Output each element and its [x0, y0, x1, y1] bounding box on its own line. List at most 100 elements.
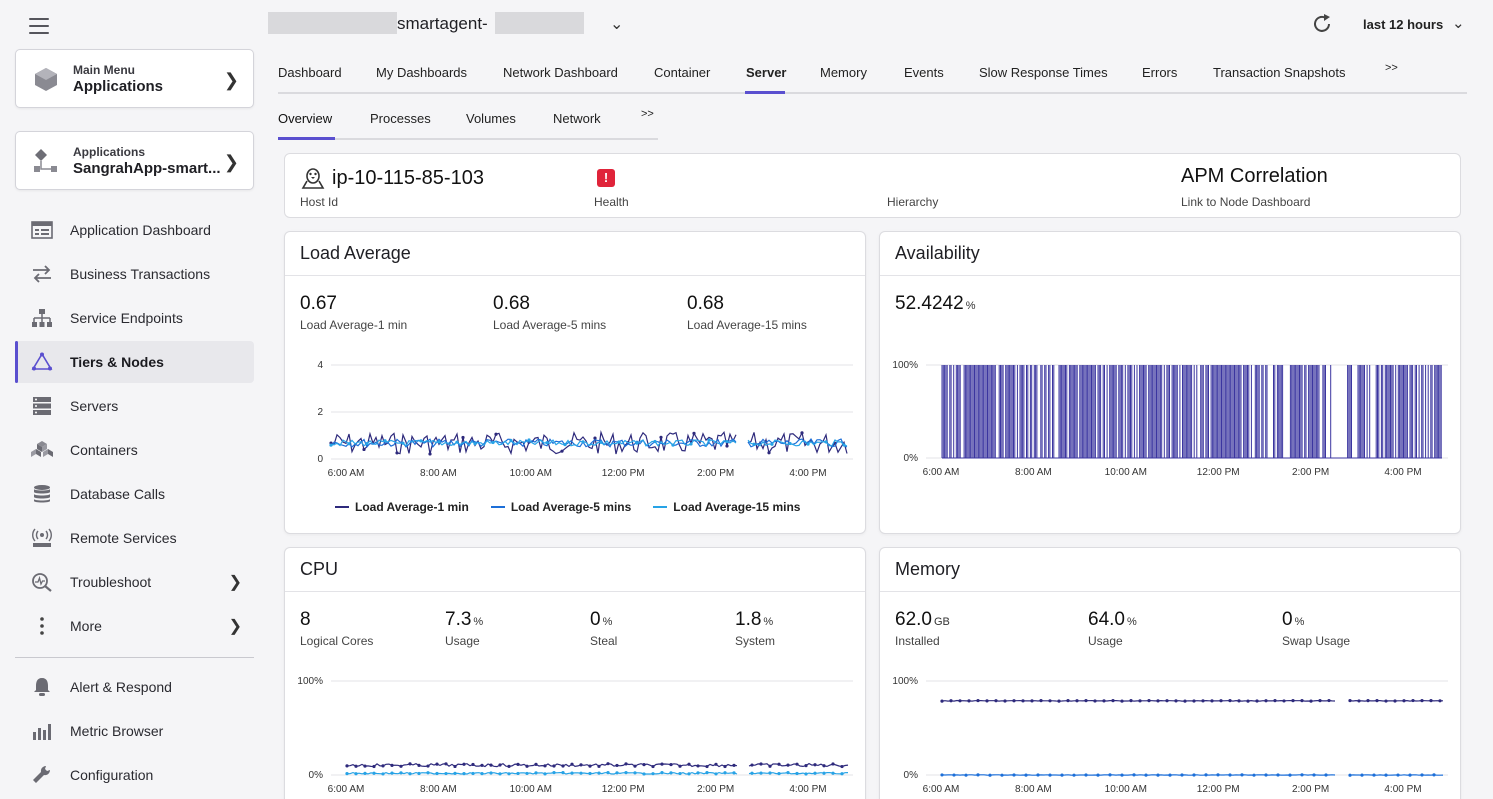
link-to-node-dashboard[interactable]: Link to Node Dashboard: [1181, 195, 1311, 209]
chevron-down-icon[interactable]: ⌄: [610, 16, 624, 33]
series-line-point: [435, 762, 439, 766]
subtab-network[interactable]: Network: [553, 111, 601, 126]
logical-cores-metric: 8 Logical Cores: [300, 609, 373, 648]
x-tick-label: 8:00 AM: [1015, 784, 1052, 795]
y-tick-label: 4: [317, 360, 323, 371]
series-line-point: [1432, 773, 1436, 777]
legend-item[interactable]: Load Average-1 min: [335, 500, 469, 514]
series-line-point: [345, 764, 349, 768]
cpu-usage-metric: 7.3% Usage: [445, 609, 483, 648]
application-card[interactable]: Applications SangrahApp-smart... ❯: [15, 131, 254, 190]
sidebar-item-remote-services[interactable]: Remote Services: [15, 517, 254, 559]
series-line-point: [651, 772, 655, 776]
bar-chart-icon: [33, 724, 51, 740]
sidebar-item-metric-browser[interactable]: Metric Browser: [15, 710, 254, 752]
series-line-point: [606, 771, 610, 775]
sidebar-item-label: Remote Services: [70, 530, 177, 546]
time-range-selector[interactable]: last 12 hours: [1363, 17, 1444, 32]
tab-dashboard[interactable]: Dashboard: [278, 65, 342, 80]
sidebar-item-business-transactions[interactable]: Business Transactions: [15, 253, 254, 295]
series-line-point: [543, 772, 547, 776]
sidebar-item-database-calls[interactable]: Database Calls: [15, 473, 254, 515]
hierarchy-label: Hierarchy: [887, 195, 939, 209]
series-line-point: [707, 438, 711, 442]
sidebar-item-servers[interactable]: Servers: [15, 385, 254, 427]
sidebar-item-tiers-nodes[interactable]: Tiers & Nodes: [15, 341, 254, 383]
sidebar-item-containers[interactable]: Containers: [15, 429, 254, 471]
subtab-volumes[interactable]: Volumes: [466, 111, 516, 126]
tab-my-dashboards[interactable]: My Dashboards: [376, 65, 468, 80]
metric-value: 0.67: [300, 293, 337, 314]
cpu-chart: 0% 100% 6:00 AM 8:00 AM 10:00 AM 12:00 PM 2:00…: [297, 676, 853, 795]
series-line-point: [1156, 699, 1160, 703]
subtab-more[interactable]: >>: [641, 108, 654, 120]
series-line-point: [480, 772, 484, 776]
series-line-point: [1102, 699, 1106, 703]
series-line-point: [525, 764, 529, 768]
legend-item[interactable]: Load Average-5 mins: [490, 500, 631, 514]
series-line-point: [768, 764, 772, 768]
containers-icon: [31, 441, 53, 457]
chevron-down-icon[interactable]: ⌄: [1452, 15, 1465, 32]
series-line-point: [840, 772, 844, 776]
sidebar-item-configuration[interactable]: Configuration: [15, 754, 254, 796]
x-tick-label: 12:00 PM: [602, 784, 645, 795]
series-line-point: [732, 771, 736, 775]
series-line-point: [527, 438, 531, 442]
series-line-point: [696, 764, 700, 768]
tab-transaction-snapshots[interactable]: Transaction Snapshots: [1213, 65, 1346, 80]
series-line-point: [543, 764, 547, 768]
refresh-icon[interactable]: [1311, 13, 1333, 35]
metric-unit: %: [473, 616, 484, 628]
subtab-processes[interactable]: Processes: [370, 111, 431, 126]
subtab-overview[interactable]: Overview: [278, 111, 333, 126]
tab-container[interactable]: Container: [654, 65, 711, 80]
metric-label: Swap Usage: [1282, 634, 1351, 648]
series-line-point: [813, 763, 817, 767]
tab-memory[interactable]: Memory: [820, 65, 867, 80]
y-tick-label: 100%: [892, 360, 918, 371]
series-line-point: [1192, 699, 1196, 703]
sub-tabs: Overview Processes Volumes Network >>: [278, 108, 658, 140]
metric-value: 0: [590, 609, 601, 630]
series-line-point: [1366, 699, 1370, 703]
health-alert-icon[interactable]: !: [597, 169, 615, 187]
series-line-point: [408, 772, 412, 776]
sidebar-item-service-endpoints[interactable]: Service Endpoints: [15, 297, 254, 339]
series-line-point: [570, 771, 574, 775]
y-tick-label: 0%: [904, 770, 919, 781]
x-tick-label: 6:00 AM: [923, 467, 960, 478]
main-menu-big-label: Applications: [73, 78, 164, 95]
series-line-point: [401, 441, 405, 445]
series-line-point: [1111, 699, 1115, 703]
hamburger-menu-icon[interactable]: [29, 18, 49, 34]
tab-more[interactable]: >>: [1385, 62, 1398, 74]
app-card-small-label: Applications: [73, 145, 146, 159]
x-tick-label: 10:00 AM: [510, 468, 552, 479]
tab-errors[interactable]: Errors: [1142, 65, 1178, 80]
series-line-point: [795, 762, 799, 766]
series-line-point: [705, 771, 709, 775]
legend-item[interactable]: Load Average-15 mins: [653, 500, 800, 514]
tab-network-dashboard[interactable]: Network Dashboard: [503, 65, 618, 80]
series-line-point: [462, 772, 466, 776]
sidebar-item-troubleshoot[interactable]: Troubleshoot ❯: [15, 561, 254, 603]
series-line-point: [1000, 773, 1004, 777]
cpu-system-metric: 1.8% System: [735, 609, 775, 648]
tab-events[interactable]: Events: [904, 65, 944, 80]
series-line-point: [597, 764, 601, 768]
series-line-point: [660, 770, 664, 775]
series-line-point: [599, 440, 603, 444]
tab-slow-response-times[interactable]: Slow Response Times: [979, 65, 1108, 80]
sidebar-item-alert-respond[interactable]: Alert & Respond: [15, 666, 254, 708]
series-line-point: [1036, 773, 1040, 777]
series-line-point: [1021, 699, 1025, 703]
series-line-point: [642, 763, 646, 767]
series-line-point: [473, 442, 477, 446]
series-line-point: [491, 440, 495, 445]
main-menu-card[interactable]: Main Menu Applications ❯: [15, 49, 254, 108]
sidebar-item-more[interactable]: More ❯: [15, 605, 254, 647]
series-line-point: [1324, 773, 1328, 777]
sidebar-item-application-dashboard[interactable]: Application Dashboard: [15, 209, 254, 251]
tab-server[interactable]: Server: [746, 65, 787, 80]
